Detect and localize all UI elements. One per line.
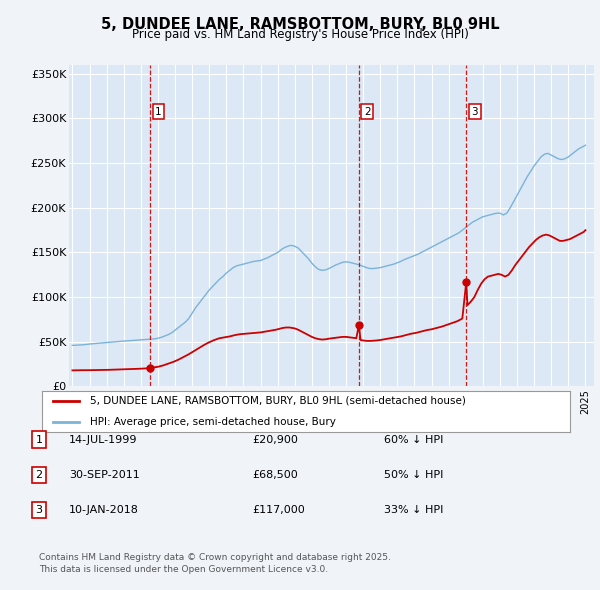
Text: 1: 1 (155, 107, 162, 116)
Text: 33% ↓ HPI: 33% ↓ HPI (384, 506, 443, 515)
Text: 3: 3 (472, 107, 478, 116)
Text: 30-SEP-2011: 30-SEP-2011 (69, 470, 140, 480)
Text: 5, DUNDEE LANE, RAMSBOTTOM, BURY, BL0 9HL (semi-detached house): 5, DUNDEE LANE, RAMSBOTTOM, BURY, BL0 9H… (89, 396, 466, 406)
Text: 2: 2 (364, 107, 371, 116)
Text: 1: 1 (35, 435, 43, 444)
Text: 3: 3 (35, 506, 43, 515)
Text: 2: 2 (35, 470, 43, 480)
Text: 10-JAN-2018: 10-JAN-2018 (69, 506, 139, 515)
Text: £68,500: £68,500 (252, 470, 298, 480)
Text: £117,000: £117,000 (252, 506, 305, 515)
Text: Price paid vs. HM Land Registry's House Price Index (HPI): Price paid vs. HM Land Registry's House … (131, 28, 469, 41)
Text: Contains HM Land Registry data © Crown copyright and database right 2025.
This d: Contains HM Land Registry data © Crown c… (39, 553, 391, 574)
Text: HPI: Average price, semi-detached house, Bury: HPI: Average price, semi-detached house,… (89, 417, 335, 427)
Text: £20,900: £20,900 (252, 435, 298, 444)
Text: 50% ↓ HPI: 50% ↓ HPI (384, 470, 443, 480)
Text: 14-JUL-1999: 14-JUL-1999 (69, 435, 137, 444)
Text: 60% ↓ HPI: 60% ↓ HPI (384, 435, 443, 444)
Text: 5, DUNDEE LANE, RAMSBOTTOM, BURY, BL0 9HL: 5, DUNDEE LANE, RAMSBOTTOM, BURY, BL0 9H… (101, 17, 499, 31)
